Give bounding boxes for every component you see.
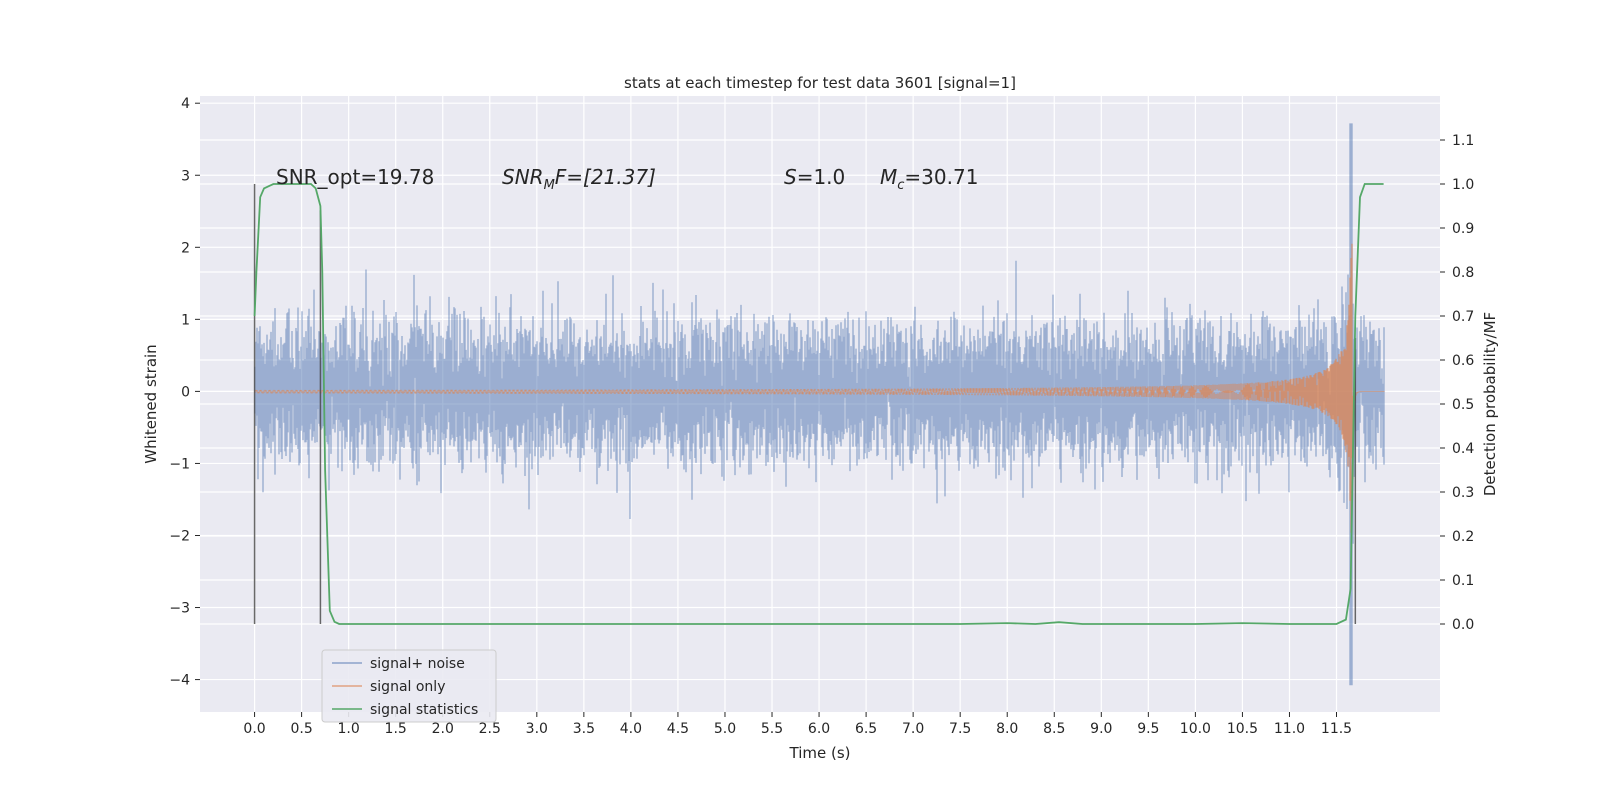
y-tick-label: 2 (181, 240, 190, 256)
x-tick-label: 7.0 (902, 721, 924, 737)
x-tick-label: 4.5 (667, 721, 689, 737)
x-axis-label: Time (s) (789, 744, 851, 762)
x-tick-label: 2.0 (432, 721, 454, 737)
x-tick-label: 4.0 (620, 721, 642, 737)
annotation-s-tail: =1.0 (797, 165, 846, 189)
y2-tick-label: 0.6 (1452, 353, 1474, 369)
y2-axis-label: Detection probability/MF (1481, 312, 1499, 496)
x-tick-label: 6.5 (855, 721, 877, 737)
annotation-snr-mf-sub: M (544, 178, 555, 193)
annotation-snr-opt: SNR_opt=19.78 (276, 165, 434, 189)
x-tick-label: 5.0 (714, 721, 736, 737)
x-tick-label: 2.5 (479, 721, 501, 737)
y2-tick-label: 0.7 (1452, 309, 1474, 325)
x-tick-label: 8.5 (1043, 721, 1065, 737)
y-tick-label: −2 (169, 528, 190, 544)
annotation-mc: Mc=30.71 (880, 165, 978, 193)
y-tick-label: 4 (181, 96, 190, 112)
axes: 0.0 0.5 1.0 1.5 2.0 2.5 3.0 3.5 4.0 4.5 5.0 5.5 6.0 6… (169, 96, 1474, 737)
y2-tick-label: 0.5 (1452, 397, 1474, 413)
y-axis-label: Whitened strain (142, 344, 160, 463)
annotation-mc-main: M (880, 165, 897, 189)
x-tick-label: 10.0 (1180, 721, 1211, 737)
series-layer (253, 123, 1385, 686)
x-tick-label: 11.5 (1321, 721, 1352, 737)
y-tick-label: 1 (181, 312, 190, 328)
annotation-snr-mf: SNRMF=[21.37] (502, 165, 656, 193)
y-tick-label: 0 (181, 384, 190, 400)
annotation-mc-tail: =30.71 (904, 165, 978, 189)
y2-tick-label: 0.2 (1452, 529, 1474, 545)
x-tick-label: 7.5 (949, 721, 971, 737)
y-tick-label: −4 (169, 673, 190, 689)
y2-tick-label: 1.1 (1452, 133, 1474, 149)
y2-tick-label: 0.9 (1452, 221, 1474, 237)
y2-tick-label: 0.4 (1452, 441, 1474, 457)
x-tick-label: 9.5 (1137, 721, 1159, 737)
x-tick-label: 1.0 (338, 721, 360, 737)
legend: signal+ noise signal only signal statist… (321, 649, 497, 723)
x-tick-label: 8.0 (996, 721, 1018, 737)
x-tick-label: 0.5 (290, 721, 312, 737)
legend-label-signal-only: signal only (370, 679, 445, 695)
annotation-mc-sub: c (897, 178, 904, 193)
x-tick-label: 0.0 (243, 721, 265, 737)
annotation-s: S=1.0 (784, 165, 845, 189)
legend-label-signal-statistics: signal statistics (370, 702, 478, 718)
x-tick-label: 10.5 (1227, 721, 1258, 737)
x-tick-label: 5.5 (761, 721, 783, 737)
legend-label-signal-noise: signal+ noise (370, 656, 465, 672)
y2-tick-label: 0.0 (1452, 617, 1474, 633)
y-tick-label: −3 (169, 601, 190, 617)
x-tick-label: 3.0 (526, 721, 548, 737)
y2-tick-label: 0.3 (1452, 485, 1474, 501)
x-tick-label: 3.5 (573, 721, 595, 737)
annotation-snr-mf-main: SNR (502, 165, 544, 189)
legend-box (321, 649, 497, 723)
x-tick-label: 6.0 (808, 721, 830, 737)
x-tick-label: 1.5 (385, 721, 407, 737)
y-tick-label: 3 (181, 168, 190, 184)
annotation-s-main: S (784, 165, 797, 189)
x-tick-label: 11.0 (1274, 721, 1305, 737)
chart-title: stats at each timestep for test data 360… (624, 74, 1016, 92)
x-tick-label: 9.0 (1090, 721, 1112, 737)
y2-tick-label: 0.1 (1452, 573, 1474, 589)
series-signal-statistics (253, 183, 1384, 625)
y2-tick-label: 0.8 (1452, 265, 1474, 281)
annotation-snr-mf-tail: F=[21.37] (555, 165, 656, 189)
annotations: SNR_opt=19.78 SNRMF=[21.37] S=1.0 Mc=30.… (276, 165, 978, 193)
y2-tick-label: 1.0 (1452, 177, 1474, 193)
y-tick-label: −1 (169, 456, 190, 472)
